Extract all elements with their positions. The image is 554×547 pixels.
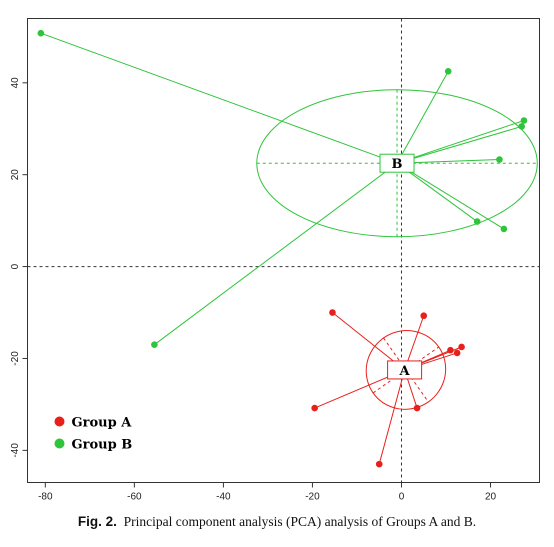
data-point — [458, 343, 465, 351]
legend-marker — [54, 416, 65, 427]
spoke-line — [396, 162, 478, 222]
ellipse-minor-axis — [383, 337, 429, 403]
data-point — [311, 404, 318, 412]
data-point — [520, 117, 528, 124]
spoke-line — [396, 162, 505, 230]
x-tick-label: -80 — [38, 492, 53, 503]
y-tick-label: 40 — [10, 77, 21, 89]
centroid-box — [379, 153, 415, 173]
data-point — [375, 460, 383, 468]
reference-lines — [27, 18, 540, 483]
spoke-line — [396, 71, 449, 164]
data-point — [329, 309, 336, 316]
y-tick-label: 0 — [10, 263, 21, 269]
x-tick-label: -60 — [127, 492, 142, 503]
data-point — [496, 156, 503, 163]
centroid-box — [387, 360, 423, 380]
figure-caption: Fig. 2. Principal component analysis (PC… — [0, 514, 554, 530]
legend-label: Group A — [72, 416, 133, 431]
data-point — [500, 225, 508, 233]
plot-frame — [27, 18, 540, 483]
y-tick-label: 20 — [10, 169, 21, 181]
spoke-line — [40, 32, 398, 164]
figure-caption-label: Fig. 2. — [77, 514, 117, 529]
data-point — [413, 404, 421, 412]
x-tick-label: -20 — [305, 492, 320, 503]
spoke-line — [378, 369, 406, 465]
x-tick-label: 20 — [485, 492, 497, 503]
data-point — [444, 68, 452, 75]
spoke-line — [154, 162, 398, 346]
data-point — [37, 29, 45, 37]
figure-caption-text: Principal component analysis (PCA) analy… — [123, 514, 477, 529]
centroid-label: A — [399, 364, 411, 379]
series-a: A — [311, 309, 465, 468]
centroid-label: B — [392, 157, 403, 172]
series-layer: AB — [37, 29, 538, 468]
series-b: B — [37, 29, 538, 348]
data-point — [518, 123, 525, 130]
spoke-line — [396, 125, 522, 164]
data-point — [420, 312, 428, 320]
ellipse-major-axis — [372, 346, 440, 394]
data-point — [453, 349, 461, 357]
y-tick-label: -40 — [10, 443, 21, 458]
legend-marker — [54, 438, 65, 449]
x-tick-label: 0 — [399, 492, 405, 503]
data-point — [151, 341, 158, 348]
legend-label: Group B — [72, 438, 133, 453]
y-tick-label: -20 — [10, 351, 21, 366]
ellipse-axes — [372, 337, 440, 403]
x-tick-label: -40 — [216, 492, 231, 503]
legend: Group A Group B — [54, 416, 133, 453]
data-point — [473, 218, 481, 225]
axis-ticks: -80 -60 -40 -20 0 20 -40 -20 0 20 40 — [10, 77, 496, 503]
spoke-line — [332, 312, 405, 371]
spoke-line — [396, 120, 525, 164]
data-point — [447, 346, 454, 354]
